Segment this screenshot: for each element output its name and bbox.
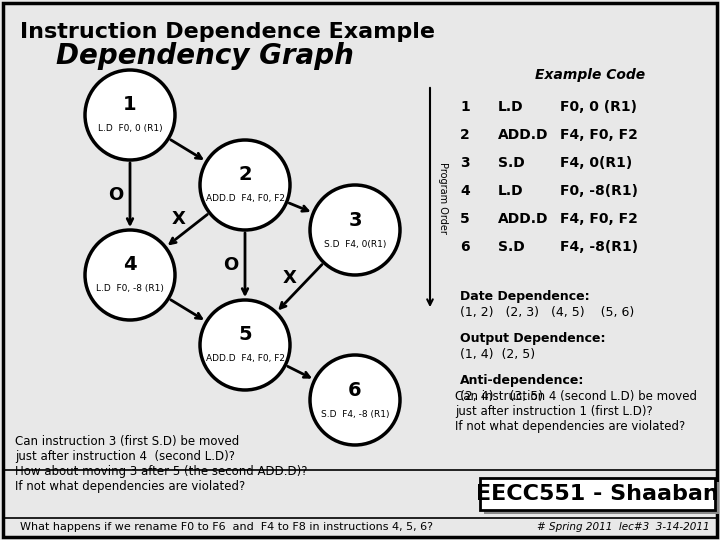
Text: 3: 3	[460, 156, 469, 170]
Text: ADD.D: ADD.D	[498, 212, 549, 226]
Text: F4, -8(R1): F4, -8(R1)	[560, 240, 638, 254]
Text: L.D  F0, 0 (R1): L.D F0, 0 (R1)	[98, 125, 162, 133]
Text: X: X	[172, 210, 186, 228]
Text: 1: 1	[123, 96, 137, 114]
Text: X: X	[283, 269, 297, 287]
Text: Can instruction 4 (second L.D) be moved
just after instruction 1 (first L.D)?
If: Can instruction 4 (second L.D) be moved …	[455, 390, 697, 433]
Text: Output Dependence:: Output Dependence:	[460, 332, 606, 345]
Text: # Spring 2011  lec#3  3-14-2011: # Spring 2011 lec#3 3-14-2011	[537, 522, 710, 532]
Text: S.D: S.D	[498, 240, 525, 254]
Text: Anti-dependence:: Anti-dependence:	[460, 374, 585, 387]
Text: ADD.D  F4, F0, F2: ADD.D F4, F0, F2	[205, 194, 284, 204]
Text: L.D: L.D	[498, 100, 523, 114]
Circle shape	[200, 300, 290, 390]
Text: Can instruction 3 (first S.D) be moved
just after instruction 4  (second L.D)?
H: Can instruction 3 (first S.D) be moved j…	[15, 435, 307, 493]
Text: F4, 0(R1): F4, 0(R1)	[560, 156, 632, 170]
Text: EECC551 - Shaaban: EECC551 - Shaaban	[476, 484, 719, 504]
Circle shape	[85, 230, 175, 320]
Circle shape	[85, 70, 175, 160]
Text: 5: 5	[460, 212, 469, 226]
Text: (1, 4)  (2, 5): (1, 4) (2, 5)	[460, 348, 535, 361]
Text: Example Code: Example Code	[535, 68, 645, 82]
Text: O: O	[223, 256, 238, 274]
Circle shape	[310, 355, 400, 445]
Text: Program Order: Program Order	[438, 161, 448, 233]
Circle shape	[310, 185, 400, 275]
Text: Instruction Dependence Example: Instruction Dependence Example	[20, 22, 435, 42]
Bar	[480, 478, 715, 510]
Text: S.D: S.D	[498, 156, 525, 170]
Text: F4, F0, F2: F4, F0, F2	[560, 128, 638, 142]
Text: F0, -8(R1): F0, -8(R1)	[560, 184, 638, 198]
Text: ADD.D  F4, F0, F2: ADD.D F4, F0, F2	[205, 354, 284, 363]
Text: S.D  F4, 0(R1): S.D F4, 0(R1)	[324, 240, 386, 248]
Text: F0, 0 (R1): F0, 0 (R1)	[560, 100, 637, 114]
Text: L.D  F0, -8 (R1): L.D F0, -8 (R1)	[96, 285, 164, 294]
Text: 6: 6	[348, 381, 362, 400]
Text: 4: 4	[123, 255, 137, 274]
Text: S.D  F4, -8 (R1): S.D F4, -8 (R1)	[320, 409, 390, 418]
Text: Dependency Graph: Dependency Graph	[56, 42, 354, 70]
Text: 4: 4	[460, 184, 469, 198]
Text: O: O	[109, 186, 124, 204]
Text: ADD.D: ADD.D	[498, 128, 549, 142]
Text: 5: 5	[238, 326, 252, 345]
Text: 3: 3	[348, 211, 361, 229]
Text: 2: 2	[460, 128, 469, 142]
Text: Date Dependence:: Date Dependence:	[460, 290, 590, 303]
Text: 6: 6	[460, 240, 469, 254]
Circle shape	[200, 140, 290, 230]
Text: L.D: L.D	[498, 184, 523, 198]
Text: 1: 1	[460, 100, 469, 114]
Text: 2: 2	[238, 165, 252, 185]
Bar	[484, 482, 719, 514]
Text: (1, 2)   (2, 3)   (4, 5)    (5, 6): (1, 2) (2, 3) (4, 5) (5, 6)	[460, 306, 634, 319]
Text: What happens if we rename F0 to F6  and  F4 to F8 in instructions 4, 5, 6?: What happens if we rename F0 to F6 and F…	[20, 522, 433, 532]
Text: F4, F0, F2: F4, F0, F2	[560, 212, 638, 226]
Text: (2, 4)    (3, 5): (2, 4) (3, 5)	[460, 390, 543, 403]
